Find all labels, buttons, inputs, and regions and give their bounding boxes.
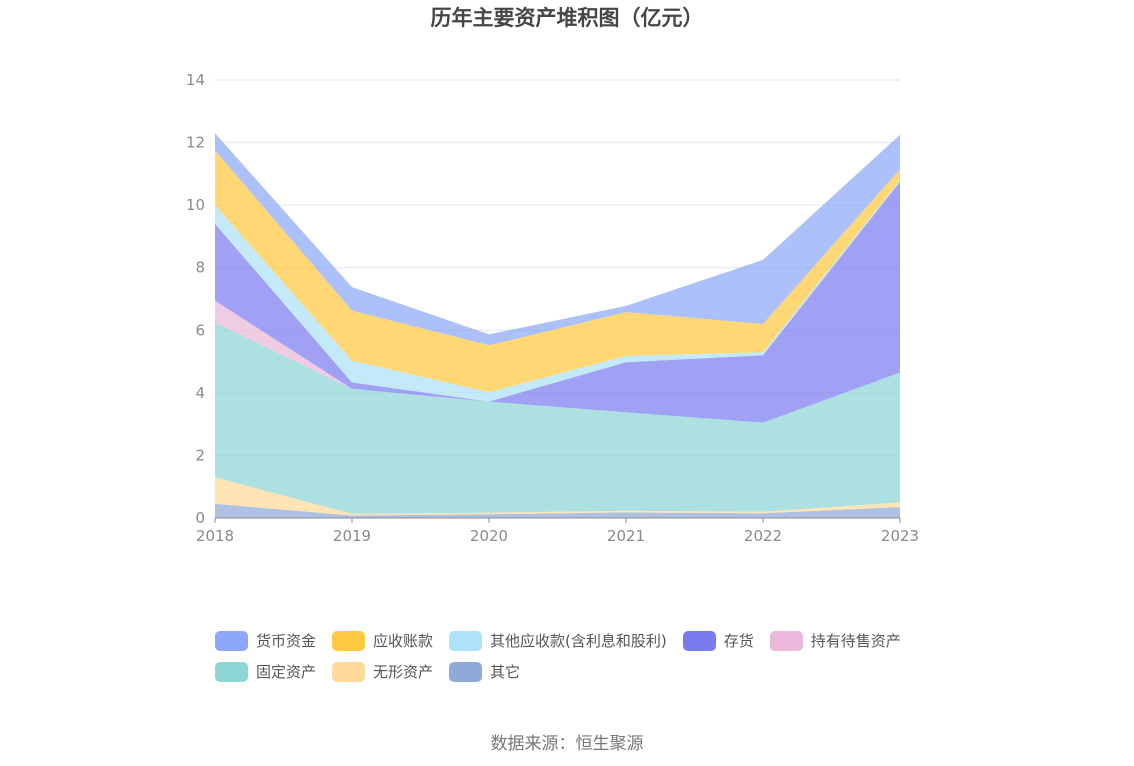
y-tick-label: 6 [195,321,205,339]
x-tick-label-2023: 2023 [881,527,919,545]
area-固定资产 [215,322,900,514]
legend-swatch [449,630,483,651]
legend-label: 无形资产 [373,663,434,681]
data-source: 数据来源：恒生聚源 [490,734,644,754]
y-tick-label: 14 [186,71,205,89]
x-tick-label-2020: 2020 [470,527,508,545]
area-存货 [215,181,900,423]
legend-label: 货币资金 [256,632,317,650]
y-tick-label: 0 [195,509,205,527]
legend-swatch [332,661,366,682]
legend-swatch [682,630,716,651]
y-tick-label: 4 [195,384,205,402]
legend-label: 其它 [490,663,521,681]
y-tick-label: 12 [186,134,205,152]
legend-item[interactable]: 存货 [682,630,754,651]
legend-item[interactable]: 应收账款 [332,630,433,651]
legend-item[interactable]: 固定资产 [215,661,316,682]
legend-label: 其他应收款(含利息和股利) [490,632,667,650]
area-其它 [215,503,900,518]
legend-label: 固定资产 [256,663,317,681]
legend-item[interactable]: 持有待售资产 [769,630,901,651]
x-tick-label-2018: 2018 [196,527,234,545]
x-tick-label-2022: 2022 [744,527,782,545]
x-tick-label-2021: 2021 [607,527,645,545]
legend-swatch [449,661,483,682]
legend-swatch [215,630,248,651]
stacked-area-chart: 0 2 4 6 8 10 12 14 2018 2019 2020 2021 2022 2023 [186,71,919,545]
y-tick-label: 2 [195,446,205,464]
legend-label: 存货 [723,632,754,650]
legend-label: 应收账款 [373,632,434,650]
area-series [215,133,900,518]
area-应收账款 [215,150,900,393]
legend-item[interactable]: 其他应收款(含利息和股利) [449,630,667,651]
y-tick-label: 8 [195,259,205,277]
legend-item[interactable]: 无形资产 [332,661,433,682]
y-tick-label: 10 [186,196,205,214]
chart-title: 历年主要资产堆积图（亿元） [430,6,704,30]
area-货币资金 [215,133,900,346]
legend-swatch [215,661,248,682]
legend-item[interactable]: 货币资金 [215,630,316,651]
legend-label: 持有待售资产 [810,632,901,650]
axes: 0 2 4 6 8 10 12 14 2018 2019 2020 2021 2022 2023 [186,71,919,545]
x-tick-label-2019: 2019 [333,527,371,545]
legend-swatch [332,630,366,651]
legend: 货币资金 应收账款 其他应收款(含利息和股利) 存货 持有待售资产固定资产 无形资产 其它 [215,630,935,682]
legend-swatch [769,630,803,651]
legend-item[interactable]: 其它 [449,661,520,682]
